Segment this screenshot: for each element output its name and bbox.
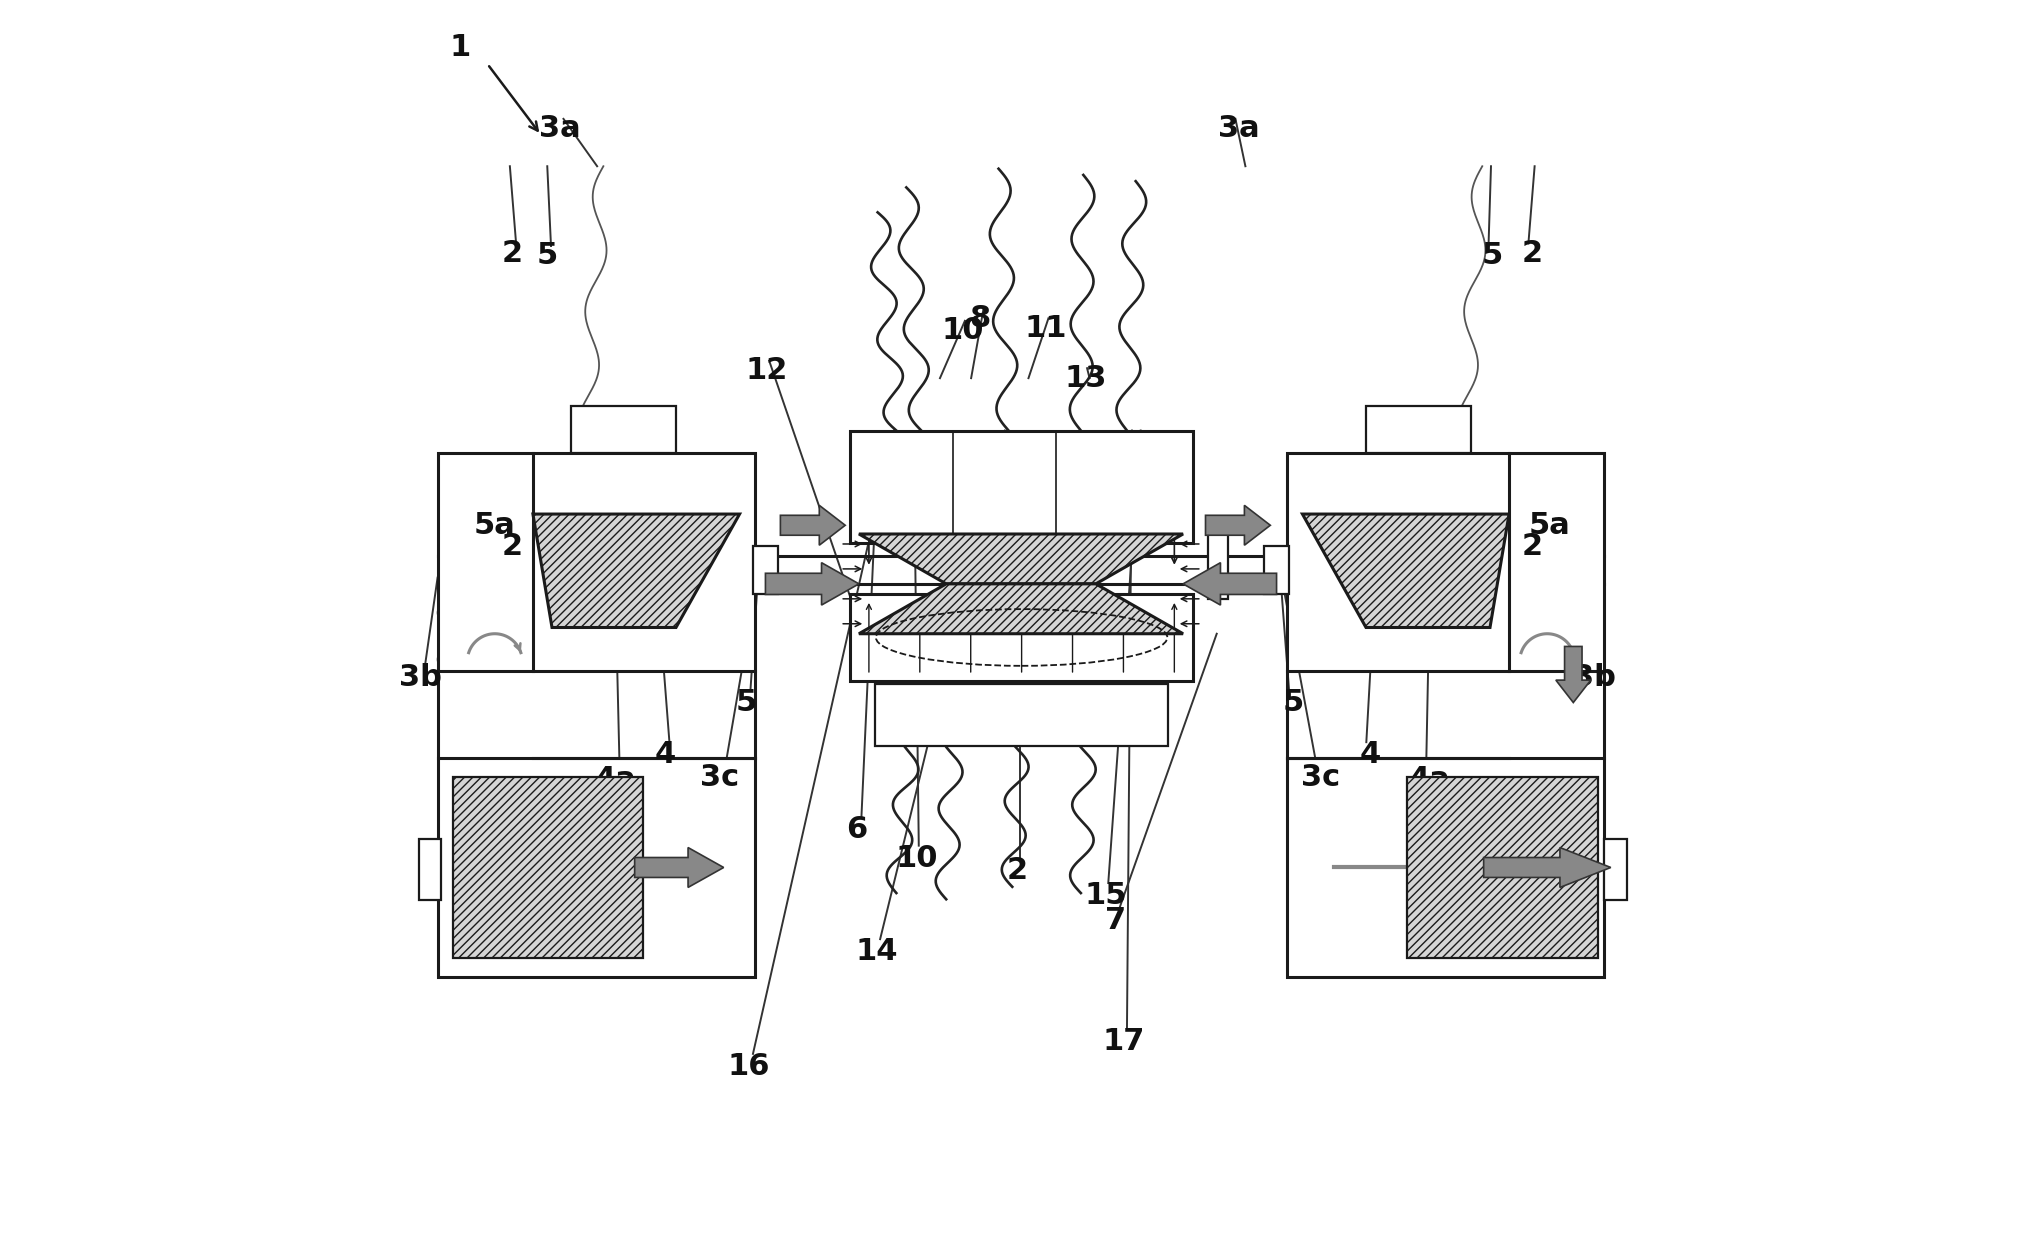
Bar <box>572 405 676 453</box>
Bar <box>419 840 441 900</box>
Bar <box>1209 527 1227 599</box>
Text: 3b: 3b <box>398 663 441 692</box>
Text: 16: 16 <box>729 1052 770 1081</box>
Text: 2: 2 <box>1007 856 1027 885</box>
Polygon shape <box>1182 562 1276 605</box>
Polygon shape <box>860 584 1182 634</box>
Text: 3c: 3c <box>700 763 739 792</box>
Text: 10: 10 <box>941 316 984 345</box>
Bar <box>1264 546 1289 594</box>
Text: 7: 7 <box>1105 906 1127 935</box>
Bar <box>849 594 1193 681</box>
Text: 4: 4 <box>1360 740 1380 769</box>
Text: 3a: 3a <box>539 114 580 143</box>
Text: 5: 5 <box>1282 688 1303 717</box>
Bar <box>849 430 1193 542</box>
Bar <box>1286 758 1605 976</box>
Text: 6: 6 <box>845 814 868 843</box>
Text: 13: 13 <box>1064 364 1107 393</box>
Text: 1: 1 <box>449 34 470 63</box>
Bar <box>876 684 1168 745</box>
Polygon shape <box>1205 506 1270 545</box>
Bar <box>1286 453 1605 671</box>
Bar <box>437 758 756 976</box>
Text: 8: 8 <box>970 304 990 333</box>
Text: 5a: 5a <box>474 511 517 540</box>
Bar <box>437 453 756 671</box>
Text: 5: 5 <box>537 241 557 271</box>
Text: 3c: 3c <box>1301 763 1340 792</box>
Text: 2: 2 <box>1521 532 1542 561</box>
Bar <box>453 777 643 958</box>
Text: 2: 2 <box>502 238 523 269</box>
Text: 4: 4 <box>655 740 676 769</box>
Text: 17: 17 <box>1103 1027 1144 1055</box>
Polygon shape <box>635 847 723 887</box>
Text: 5a: 5a <box>1529 511 1570 540</box>
Text: 11: 11 <box>1025 314 1068 343</box>
Text: 14: 14 <box>856 937 898 966</box>
Text: 3b: 3b <box>1572 663 1615 692</box>
Bar <box>1407 777 1599 958</box>
Bar <box>1366 405 1470 453</box>
Text: 3a: 3a <box>1219 114 1260 143</box>
Polygon shape <box>1485 847 1611 887</box>
Polygon shape <box>860 533 1182 584</box>
Text: 12: 12 <box>745 356 788 385</box>
Text: 10: 10 <box>894 843 937 872</box>
Polygon shape <box>780 506 845 545</box>
Text: 5: 5 <box>735 688 758 717</box>
Text: 2: 2 <box>1521 238 1542 269</box>
Polygon shape <box>766 562 860 605</box>
Polygon shape <box>1303 515 1509 628</box>
Text: 4a: 4a <box>594 766 637 794</box>
Text: 5: 5 <box>1482 241 1503 271</box>
Text: 4a: 4a <box>1409 766 1450 794</box>
Bar <box>1605 840 1627 900</box>
Text: 2: 2 <box>502 532 523 561</box>
Bar <box>753 546 778 594</box>
Text: 15: 15 <box>1084 881 1127 910</box>
Polygon shape <box>533 515 739 628</box>
Polygon shape <box>1556 646 1591 703</box>
